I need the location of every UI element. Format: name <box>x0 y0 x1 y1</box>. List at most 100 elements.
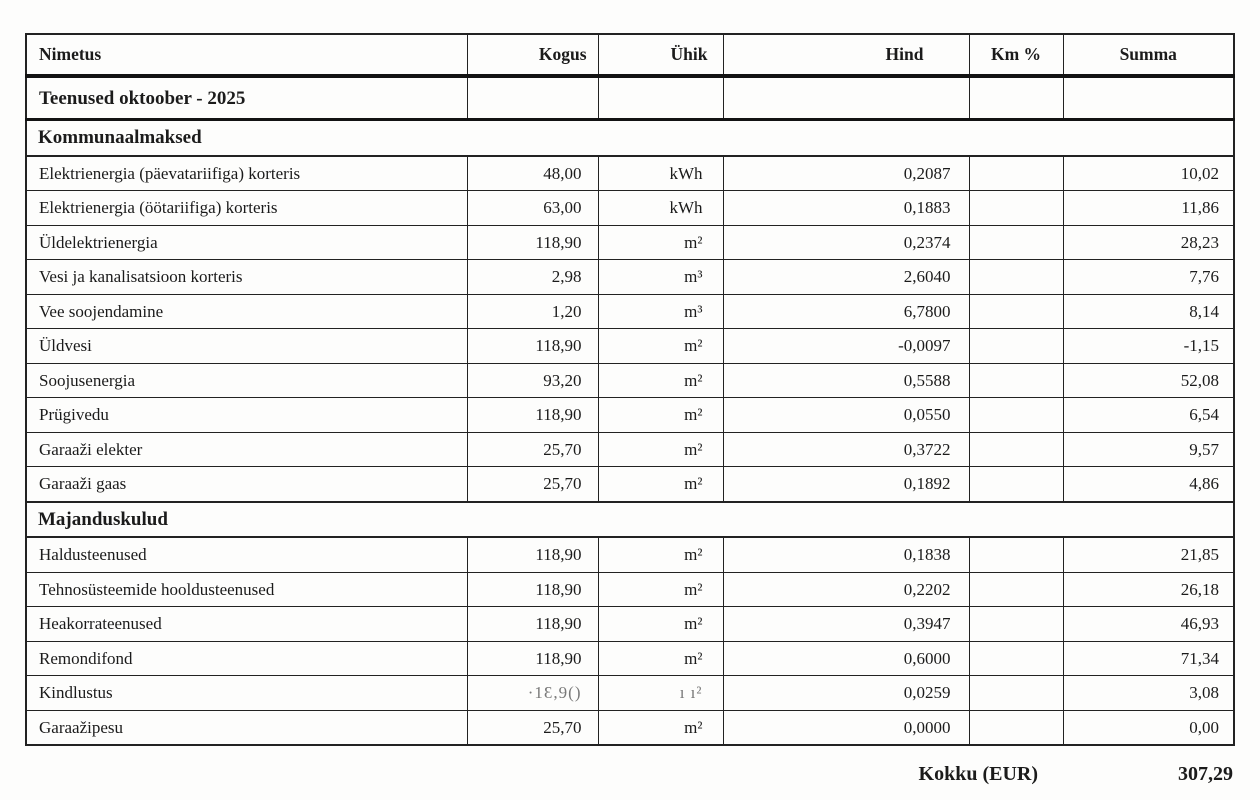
cell-nimetus: Haldusteenused <box>25 536 468 573</box>
cell-nimetus: Garaažipesu <box>25 709 468 746</box>
cell-hind: 0,6000 <box>722 640 970 676</box>
cell-km <box>968 190 1064 226</box>
cell-kogus: 118,90 <box>466 640 599 676</box>
cell-hind: 0,1883 <box>722 190 970 226</box>
cell-kogus: 25,70 <box>466 466 599 502</box>
cell-hind: 0,0000 <box>722 709 970 746</box>
column-header-yhik: Ühik <box>597 33 724 78</box>
cell-yhik: kWh <box>597 155 724 191</box>
cell-summa: 0,00 <box>1062 709 1235 746</box>
cell-nimetus: Vesi ja kanalisatsioon korteris <box>25 259 468 295</box>
cell-summa: -1,15 <box>1062 328 1235 364</box>
cell-kogus: 63,00 <box>466 190 599 226</box>
cell-kogus: 118,90 <box>466 224 599 260</box>
section-header: Kommunaalmaksed <box>25 118 1235 157</box>
empty-cell <box>1062 75 1235 121</box>
column-header-hind: Hind <box>722 33 970 78</box>
cell-hind: 0,5588 <box>722 362 970 398</box>
period-title-row: Teenused oktoober - 2025 <box>25 75 1235 121</box>
table-row: Soojusenergia 93,20 m² 0,5588 52,08 <box>25 362 1235 398</box>
cell-yhik: m² <box>597 328 724 364</box>
cell-kogus: 118,90 <box>466 536 599 573</box>
cell-hind: 0,2202 <box>722 571 970 607</box>
period-title: Teenused oktoober - 2025 <box>25 75 468 121</box>
empty-cell <box>722 75 970 121</box>
cell-summa: 3,08 <box>1062 675 1235 711</box>
cell-yhik: m² <box>597 606 724 642</box>
table-row: Garaažipesu 25,70 m² 0,0000 0,00 <box>25 709 1235 746</box>
total-label: Kokku (EUR) <box>918 763 1038 785</box>
cell-km <box>968 536 1064 573</box>
table-row: Haldusteenused 118,90 m² 0,1838 21,85 <box>25 536 1235 573</box>
cell-km <box>968 224 1064 260</box>
cell-km <box>968 155 1064 191</box>
cell-summa: 9,57 <box>1062 431 1235 467</box>
cell-yhik: m³ <box>597 293 724 329</box>
cell-summa: 4,86 <box>1062 466 1235 502</box>
section-row-kommunaalmaksed: Kommunaalmaksed <box>25 118 1235 157</box>
cell-yhik: m² <box>597 709 724 746</box>
cell-kogus: 48,00 <box>466 155 599 191</box>
cell-nimetus: Heakorrateenused <box>25 606 468 642</box>
table-row: Tehnosüsteemide hooldusteenused 118,90 m² 0… <box>25 571 1235 607</box>
cell-km <box>968 640 1064 676</box>
cell-kogus: 118,90 <box>466 328 599 364</box>
total-row: Kokku (EUR) 307,29 <box>25 763 1233 786</box>
cell-hind: 0,2374 <box>722 224 970 260</box>
cell-nimetus: Garaaži gaas <box>25 466 468 502</box>
column-header-summa: Summa <box>1062 33 1235 78</box>
invoice-table: Nimetus Kogus Ühik Hind Km % Summa Teenused o… <box>25 33 1235 746</box>
table-row: Vee soojendamine 1,20 m³ 6,7800 8,14 <box>25 293 1235 329</box>
table-row: Elektrienergia (öötariifiga) korteris 63,… <box>25 190 1235 226</box>
table-row: Elektrienergia (päevatariifiga) korteris… <box>25 155 1235 191</box>
cell-nimetus: Üldelektrienergia <box>25 224 468 260</box>
cell-hind: 2,6040 <box>722 259 970 295</box>
cell-yhik: ı ı² <box>597 675 724 711</box>
cell-km <box>968 466 1064 502</box>
cell-kogus: 118,90 <box>466 571 599 607</box>
table-row: Kindlustus ·1Ɛ,9() ı ı² 0,0259 3,08 <box>25 675 1235 711</box>
total-amount: 307,29 <box>1178 763 1233 785</box>
cell-km <box>968 259 1064 295</box>
table-row: Remondifond 118,90 m² 0,6000 71,34 <box>25 640 1235 676</box>
section-header: Majanduskulud <box>25 500 1235 538</box>
cell-yhik: m² <box>597 466 724 502</box>
cell-hind: -0,0097 <box>722 328 970 364</box>
cell-km <box>968 606 1064 642</box>
cell-summa: 71,34 <box>1062 640 1235 676</box>
cell-summa: 8,14 <box>1062 293 1235 329</box>
cell-summa: 21,85 <box>1062 536 1235 573</box>
table-header-row: Nimetus Kogus Ühik Hind Km % Summa <box>25 33 1235 78</box>
cell-nimetus: Soojusenergia <box>25 362 468 398</box>
cell-summa: 52,08 <box>1062 362 1235 398</box>
cell-km <box>968 431 1064 467</box>
table-row: Heakorrateenused 118,90 m² 0,3947 46,93 <box>25 606 1235 642</box>
cell-kogus: 118,90 <box>466 606 599 642</box>
cell-yhik: m² <box>597 397 724 433</box>
column-header-kogus: Kogus <box>466 33 599 78</box>
cell-hind: 0,3947 <box>722 606 970 642</box>
cell-nimetus: Elektrienergia (päevatariifiga) korteris <box>25 155 468 191</box>
cell-km <box>968 328 1064 364</box>
empty-cell <box>968 75 1064 121</box>
cell-hind: 0,0550 <box>722 397 970 433</box>
cell-km <box>968 709 1064 746</box>
cell-yhik: m² <box>597 571 724 607</box>
cell-summa: 26,18 <box>1062 571 1235 607</box>
cell-hind: 6,7800 <box>722 293 970 329</box>
cell-nimetus: Elektrienergia (öötariifiga) korteris <box>25 190 468 226</box>
column-header-km: Km % <box>968 33 1064 78</box>
cell-hind: 0,0259 <box>722 675 970 711</box>
cell-kogus: 1,20 <box>466 293 599 329</box>
cell-kogus: ·1Ɛ,9() <box>466 675 599 711</box>
table-row: Prügivedu 118,90 m² 0,0550 6,54 <box>25 397 1235 433</box>
cell-summa: 46,93 <box>1062 606 1235 642</box>
table-row: Garaaži gaas 25,70 m² 0,1892 4,86 <box>25 466 1235 502</box>
section-row-majanduskulud: Majanduskulud <box>25 500 1235 538</box>
cell-nimetus: Üldvesi <box>25 328 468 364</box>
cell-summa: 11,86 <box>1062 190 1235 226</box>
cell-summa: 7,76 <box>1062 259 1235 295</box>
cell-yhik: m² <box>597 431 724 467</box>
cell-km <box>968 571 1064 607</box>
